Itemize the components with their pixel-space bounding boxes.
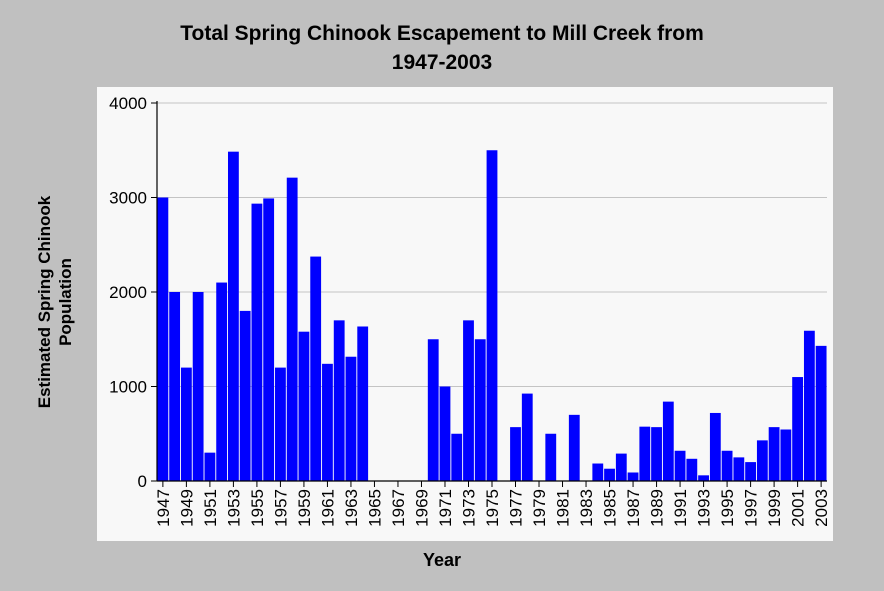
bar bbox=[251, 203, 263, 481]
bar bbox=[733, 457, 745, 481]
bar bbox=[427, 339, 439, 481]
bar bbox=[310, 256, 322, 481]
bar bbox=[239, 310, 251, 481]
bar bbox=[604, 468, 615, 481]
x-tick-label: 1955 bbox=[248, 489, 267, 527]
bar bbox=[756, 440, 768, 481]
x-tick-label: 1979 bbox=[530, 489, 549, 527]
bar bbox=[592, 463, 604, 481]
bar bbox=[651, 427, 662, 481]
x-tick-label: 1963 bbox=[342, 489, 361, 527]
y-tick-label: 0 bbox=[138, 472, 147, 491]
bar bbox=[815, 345, 827, 481]
bar bbox=[698, 475, 709, 481]
bar bbox=[322, 363, 333, 481]
bar bbox=[169, 292, 181, 481]
bar bbox=[286, 177, 298, 481]
bar bbox=[486, 150, 498, 481]
bar bbox=[180, 367, 192, 481]
bar bbox=[463, 320, 474, 481]
x-tick-label: 1991 bbox=[671, 489, 690, 527]
bar bbox=[157, 197, 169, 481]
x-tick-label: 1953 bbox=[224, 489, 243, 527]
bar bbox=[568, 414, 580, 481]
bar bbox=[545, 433, 557, 481]
y-axis-label: Estimated Spring Chinook Population bbox=[34, 142, 76, 462]
bar bbox=[615, 453, 627, 481]
x-tick-label: 2003 bbox=[812, 489, 831, 527]
bar bbox=[333, 320, 345, 481]
bar bbox=[521, 393, 533, 481]
x-tick-label: 1989 bbox=[648, 489, 667, 527]
bar bbox=[662, 401, 674, 481]
y-tick-label: 4000 bbox=[109, 94, 147, 113]
x-tick-label: 1975 bbox=[483, 489, 502, 527]
bar bbox=[216, 282, 228, 481]
bar bbox=[768, 427, 780, 481]
x-tick-label: 1981 bbox=[554, 489, 573, 527]
bar bbox=[674, 450, 686, 481]
bar bbox=[227, 151, 239, 482]
bar bbox=[275, 367, 286, 481]
bar bbox=[709, 412, 721, 481]
x-tick-label: 1973 bbox=[459, 489, 478, 527]
bar bbox=[780, 429, 792, 481]
bar bbox=[627, 472, 639, 481]
bar bbox=[510, 427, 521, 481]
bar bbox=[745, 462, 757, 481]
x-tick-label: 1993 bbox=[695, 489, 714, 527]
bar bbox=[792, 377, 804, 481]
x-tick-label: 1949 bbox=[177, 489, 196, 527]
x-tick-label: 1961 bbox=[318, 489, 337, 527]
bar bbox=[803, 330, 815, 481]
x-axis-label: Year bbox=[422, 550, 462, 570]
x-tick-label: 1977 bbox=[507, 489, 526, 527]
bar bbox=[639, 426, 651, 481]
bar bbox=[298, 331, 310, 481]
bar bbox=[263, 198, 275, 481]
x-tick-label: 1951 bbox=[201, 489, 220, 527]
x-tick-label: 1969 bbox=[412, 489, 431, 527]
chart-title: Total Spring Chinook Escapement to Mill … bbox=[180, 22, 704, 45]
x-tick-label: 1987 bbox=[624, 489, 643, 527]
x-tick-label: 1965 bbox=[365, 489, 384, 527]
bar bbox=[686, 458, 698, 481]
y-axis-label-line-2: Population bbox=[56, 258, 75, 346]
chart-title-line-2: 1947-2003 bbox=[391, 51, 493, 74]
x-tick-label: 1985 bbox=[601, 489, 620, 527]
x-tick-label: 1959 bbox=[295, 489, 314, 527]
bar bbox=[192, 292, 204, 481]
bar bbox=[451, 433, 463, 481]
y-tick-label: 1000 bbox=[109, 378, 147, 397]
x-tick-label: 1983 bbox=[577, 489, 596, 527]
x-tick-label: 1947 bbox=[154, 489, 173, 527]
x-tick-label: 1967 bbox=[389, 489, 408, 527]
y-tick-label: 2000 bbox=[109, 283, 147, 302]
x-tick-label: 1999 bbox=[765, 489, 784, 527]
y-axis-label-line-1: Estimated Spring Chinook bbox=[35, 195, 54, 409]
x-tick-label: 1997 bbox=[742, 489, 761, 527]
x-tick-label: 1971 bbox=[436, 489, 455, 527]
bar bbox=[357, 326, 369, 481]
bar bbox=[204, 452, 216, 481]
bar bbox=[345, 356, 357, 481]
x-tick-label: 1995 bbox=[718, 489, 737, 527]
y-tick-label: 3000 bbox=[109, 189, 147, 208]
bar bbox=[721, 450, 733, 481]
bar bbox=[474, 339, 486, 481]
x-tick-label: 1957 bbox=[271, 489, 290, 527]
x-tick-label: 2001 bbox=[789, 489, 808, 527]
bar bbox=[439, 386, 451, 481]
